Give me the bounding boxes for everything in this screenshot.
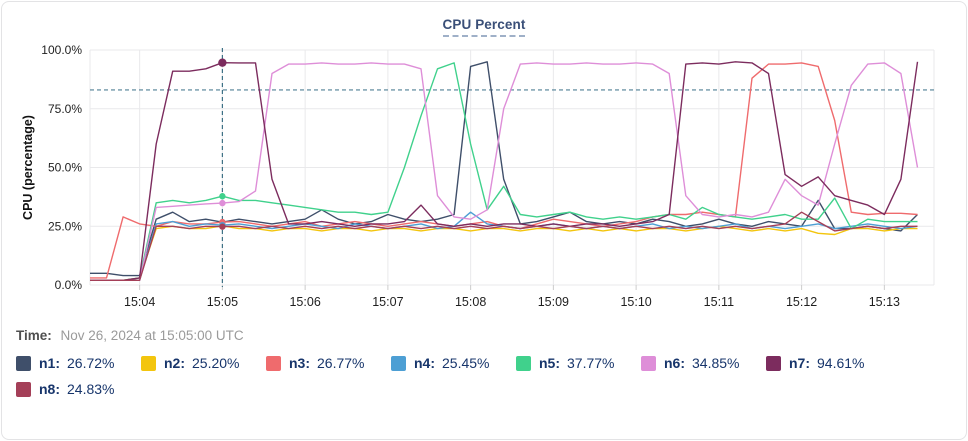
- time-value: Nov 26, 2024 at 15:05:00 UTC: [60, 328, 244, 343]
- legend-label-n7: n7:: [789, 355, 810, 371]
- legend-label-n1: n1:: [39, 355, 60, 371]
- y-tick-label: 100.0%: [41, 43, 82, 57]
- legend-swatch-n6[interactable]: [641, 355, 656, 371]
- chart-title[interactable]: CPU Percent: [442, 17, 526, 37]
- x-tick-label: 15:06: [289, 295, 320, 309]
- series-line-n5[interactable]: [90, 62, 918, 282]
- legend-value-n1: 26.72%: [67, 355, 115, 371]
- legend-item-n8[interactable]: n8: 24.83%: [16, 381, 141, 397]
- legend-value-n5: 37.77%: [567, 355, 615, 371]
- legend-swatch-n1[interactable]: [16, 355, 31, 371]
- y-tick-label: 0.0%: [55, 278, 83, 292]
- crosshair-dot-n6: [219, 199, 226, 207]
- legend-label-n5: n5:: [539, 355, 560, 371]
- legend-label-n2: n2:: [164, 355, 185, 371]
- cpu-chart[interactable]: 0.0% 25.0% 50.0% 75.0% 100.0% 15:04 15:05 15:06…: [2, 38, 967, 318]
- x-tick-label: 15:10: [620, 295, 651, 309]
- x-tick-label: 15:13: [869, 295, 900, 309]
- x-tick-label: 15:08: [455, 295, 486, 309]
- legend-item-n4[interactable]: n4: 25.45%: [391, 355, 516, 371]
- y-tick-label: 75.0%: [48, 102, 82, 116]
- chart-title-row: CPU Percent: [2, 2, 966, 38]
- legend-item-n7[interactable]: n7: 94.61%: [766, 355, 891, 371]
- legend-item-n2[interactable]: n2: 25.20%: [141, 355, 266, 371]
- legend-value-n2: 25.20%: [192, 355, 240, 371]
- legend-item-n3[interactable]: n3: 26.77%: [266, 355, 391, 371]
- x-tick-label: 15:09: [538, 295, 569, 309]
- legend-swatch-n7[interactable]: [766, 355, 781, 371]
- crosshair-dot-n5: [219, 193, 226, 200]
- crosshair-dot-n8: [219, 223, 226, 230]
- series-line-n8[interactable]: [90, 211, 918, 282]
- legend-item-n6[interactable]: n6: 34.85%: [641, 355, 766, 371]
- cpu-chart-svg[interactable]: 0.0% 25.0% 50.0% 75.0% 100.0% 15:04 15:05 15:06…: [2, 38, 967, 318]
- time-row: Time: Nov 26, 2024 at 15:05:00 UTC: [2, 328, 966, 343]
- series-line-n1[interactable]: [90, 61, 918, 277]
- legend-value-n4: 25.45%: [442, 355, 490, 371]
- y-tick-label: 25.0%: [48, 219, 82, 233]
- legend-swatch-n8[interactable]: [16, 381, 31, 397]
- legend-item-n1[interactable]: n1: 26.72%: [16, 355, 141, 371]
- y-axis-title: CPU (percentage): [21, 115, 35, 220]
- legend-value-n7: 94.61%: [817, 355, 865, 371]
- x-tick-label: 15:04: [124, 295, 155, 309]
- legend-swatch-n2[interactable]: [141, 355, 156, 371]
- series-line-n6[interactable]: [90, 62, 919, 282]
- legend-value-n3: 26.77%: [317, 355, 365, 371]
- time-label: Time:: [16, 328, 52, 343]
- series-line-n3[interactable]: [90, 62, 918, 279]
- series-line-n7[interactable]: [90, 61, 919, 282]
- legend-swatch-n3[interactable]: [266, 355, 281, 371]
- legend-label-n6: n6:: [664, 355, 685, 371]
- x-tick-label: 15:12: [786, 295, 817, 309]
- crosshair-dot-n7: [218, 58, 227, 67]
- x-tick-label: 15:05: [207, 295, 238, 309]
- legend-item-n5[interactable]: n5: 37.77%: [516, 355, 641, 371]
- legend-value-n6: 34.85%: [692, 355, 740, 371]
- legend-swatch-n5[interactable]: [516, 355, 531, 371]
- legend-label-n3: n3:: [289, 355, 310, 371]
- legend-swatch-n4[interactable]: [391, 355, 406, 371]
- chart-legend: n1: 26.72% n2: 25.20% n3: 26.77% n4: 25.45% n5: 3…: [2, 355, 912, 397]
- x-tick-label: 15:11: [704, 295, 734, 309]
- x-tick-label: 15:07: [372, 295, 403, 309]
- y-tick-label: 50.0%: [48, 161, 82, 175]
- legend-label-n4: n4:: [414, 355, 435, 371]
- series-line-n2[interactable]: [90, 225, 918, 282]
- legend-value-n8: 24.83%: [67, 381, 115, 397]
- legend-label-n8: n8:: [39, 381, 60, 397]
